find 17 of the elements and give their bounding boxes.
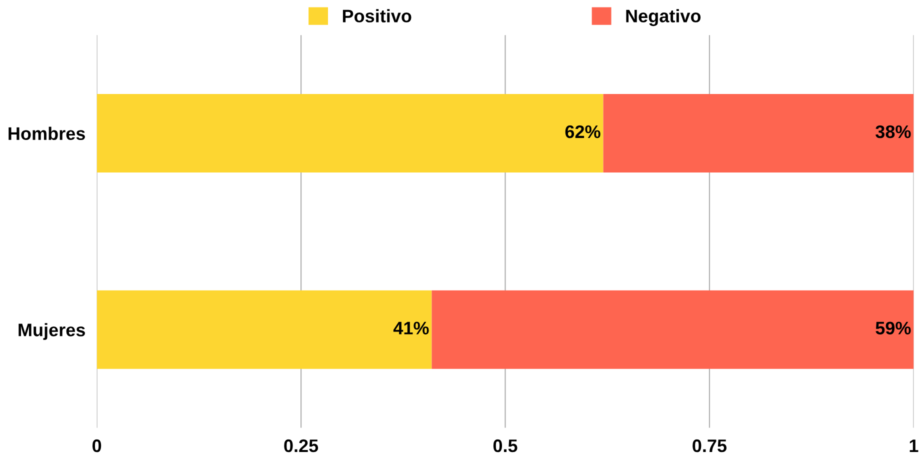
data-label: 41% [393, 322, 429, 334]
x-tick-label: 0.25 [284, 439, 318, 452]
legend-label: Positivo [342, 9, 412, 22]
legend-label: Negativo [626, 9, 701, 26]
bar [603, 94, 914, 173]
bar [96, 290, 432, 369]
y-tick-label: Hombres [8, 126, 85, 140]
x-tick-label: 0.5 [493, 439, 518, 452]
x-tick-label: 0.75 [692, 439, 727, 452]
data-label: 59% [876, 322, 911, 334]
bar [432, 290, 914, 369]
x-tick-label: 1 [910, 440, 918, 452]
data-label: 62% [565, 125, 600, 138]
bar [96, 94, 604, 173]
x-tick-label: 0 [92, 439, 102, 452]
y-tick-label: Mujeres [18, 323, 85, 340]
data-label: 38% [876, 125, 911, 138]
